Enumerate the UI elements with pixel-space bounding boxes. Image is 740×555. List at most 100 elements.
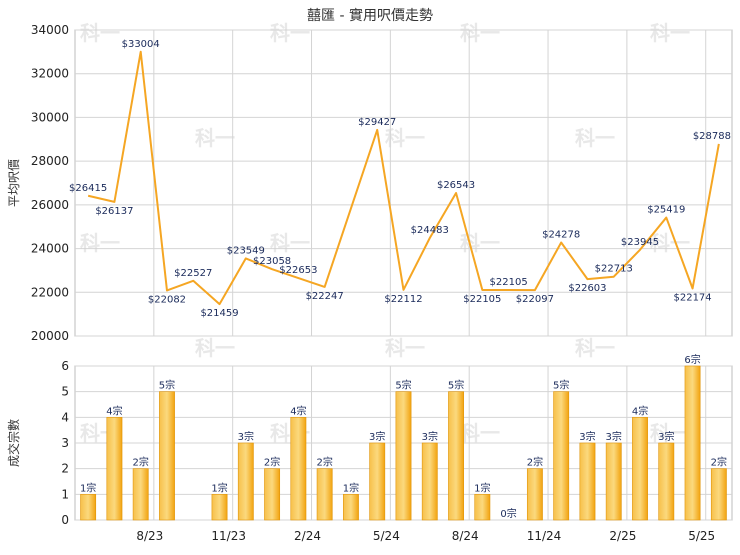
- watermark-text: 科一: [460, 421, 500, 445]
- bar-data-label: 3宗: [422, 430, 438, 443]
- watermark-text: 科一: [460, 231, 500, 255]
- line-data-label: $22105: [490, 277, 528, 288]
- bar: [132, 468, 149, 521]
- line-data-label: $28788: [693, 131, 731, 142]
- bar: [448, 391, 464, 521]
- line-data-label: $22247: [306, 291, 344, 302]
- bar-data-label: 1宗: [343, 481, 359, 494]
- bar: [369, 442, 386, 521]
- bar-data-label: 2宗: [133, 456, 149, 469]
- x-tick-label: 11/24: [527, 529, 562, 543]
- watermark-text: 科一: [385, 126, 425, 150]
- bottom-y-tick-label: 6: [61, 359, 69, 373]
- bar-data-label: 2宗: [711, 456, 727, 469]
- line-data-label: $22105: [463, 294, 501, 305]
- watermark-text: 科一: [195, 336, 235, 360]
- x-tick-label: 8/23: [136, 529, 163, 543]
- x-tick-label: 5/24: [373, 529, 400, 543]
- line-data-label: $24483: [411, 225, 449, 236]
- bar: [395, 391, 412, 521]
- top-y-tick-label: 34000: [31, 23, 69, 37]
- watermark-text: 科一: [270, 231, 310, 255]
- bar-data-label: 2宗: [264, 456, 280, 469]
- watermark-text: 科一: [80, 21, 120, 45]
- bar: [159, 391, 175, 521]
- bar-data-label: 1宗: [80, 481, 96, 494]
- watermark-text: 科一: [650, 21, 690, 45]
- bar-data-label: 4宗: [106, 404, 122, 417]
- top-y-tick-label: 24000: [31, 242, 69, 256]
- bar: [658, 442, 675, 521]
- line-data-label: $21459: [200, 308, 238, 319]
- bar-data-label: 3宗: [238, 430, 254, 443]
- bar: [553, 391, 570, 521]
- line-data-label: $22174: [673, 292, 711, 303]
- line-data-label: $25419: [647, 205, 685, 216]
- top-y-tick-label: 28000: [31, 154, 69, 168]
- watermark-text: 科一: [650, 421, 690, 445]
- line-data-label: $33004: [122, 39, 160, 50]
- bottom-y-tick-label: 4: [61, 410, 69, 424]
- bar: [211, 494, 228, 521]
- bar: [106, 417, 123, 521]
- bar-data-label: 5宗: [553, 379, 569, 392]
- line-data-label: $26543: [437, 180, 475, 191]
- bar-data-label: 4宗: [290, 404, 306, 417]
- watermark-text: 科一: [80, 231, 120, 255]
- bottom-y-tick-label: 0: [61, 513, 69, 527]
- bar-data-label: 5宗: [448, 379, 464, 392]
- top-y-tick-label: 20000: [31, 329, 69, 343]
- bar-data-label: 1宗: [474, 481, 490, 494]
- bar-data-label: 6宗: [684, 353, 700, 366]
- bar: [264, 468, 281, 521]
- top-y-tick-label: 22000: [31, 285, 69, 299]
- top-y-tick-label: 32000: [31, 67, 69, 81]
- bar: [421, 442, 438, 521]
- line-data-label: $26415: [69, 183, 107, 194]
- top-y-tick-label: 26000: [31, 198, 69, 212]
- bar-data-label: 5宗: [159, 379, 175, 392]
- bar-data-label: 4宗: [632, 404, 648, 417]
- bar-data-label: 5宗: [395, 379, 411, 392]
- x-tick-label: 8/24: [452, 529, 479, 543]
- bar: [605, 442, 622, 521]
- bottom-y-tick-label: 1: [61, 487, 69, 501]
- bar-data-label: 3宗: [606, 430, 622, 443]
- watermark-text: 科一: [575, 126, 615, 150]
- bottom-y-tick-label: 2: [61, 462, 69, 476]
- line-data-label: $22527: [174, 268, 212, 279]
- watermark-text: 科一: [195, 126, 235, 150]
- bottom-y-tick-label: 3: [61, 436, 69, 450]
- bar: [474, 494, 491, 521]
- price-line: [87, 50, 720, 306]
- bar: [684, 365, 701, 521]
- watermark-text: 科一: [460, 21, 500, 45]
- chart-title: 囍匯 - 實用呎價走勢: [307, 7, 433, 24]
- bar: [316, 468, 333, 521]
- line-data-label: $22112: [384, 294, 422, 305]
- x-tick-label: 2/24: [294, 529, 321, 543]
- bar-data-label: 3宗: [579, 430, 595, 443]
- bar-data-label: 3宗: [369, 430, 385, 443]
- bar: [579, 442, 596, 521]
- bar: [80, 494, 97, 521]
- line-data-label: $22082: [148, 294, 186, 305]
- bar: [290, 417, 307, 521]
- watermark-text: 科一: [575, 336, 615, 360]
- line-data-label: $22713: [595, 264, 633, 275]
- bar: [526, 468, 543, 521]
- line-data-label: $22653: [279, 265, 317, 276]
- bar: [237, 442, 254, 521]
- bar-data-label: 0宗: [500, 507, 516, 520]
- bar-data-label: 3宗: [658, 430, 674, 443]
- x-tick-label: 2/25: [609, 529, 636, 543]
- bar-data-label: 1宗: [211, 481, 227, 494]
- line-data-label: $22603: [568, 283, 606, 294]
- watermark-text: 科一: [385, 336, 425, 360]
- line-data-label: $23945: [621, 237, 659, 248]
- top-y-tick-label: 30000: [31, 110, 69, 124]
- watermark-text: 科一: [270, 21, 310, 45]
